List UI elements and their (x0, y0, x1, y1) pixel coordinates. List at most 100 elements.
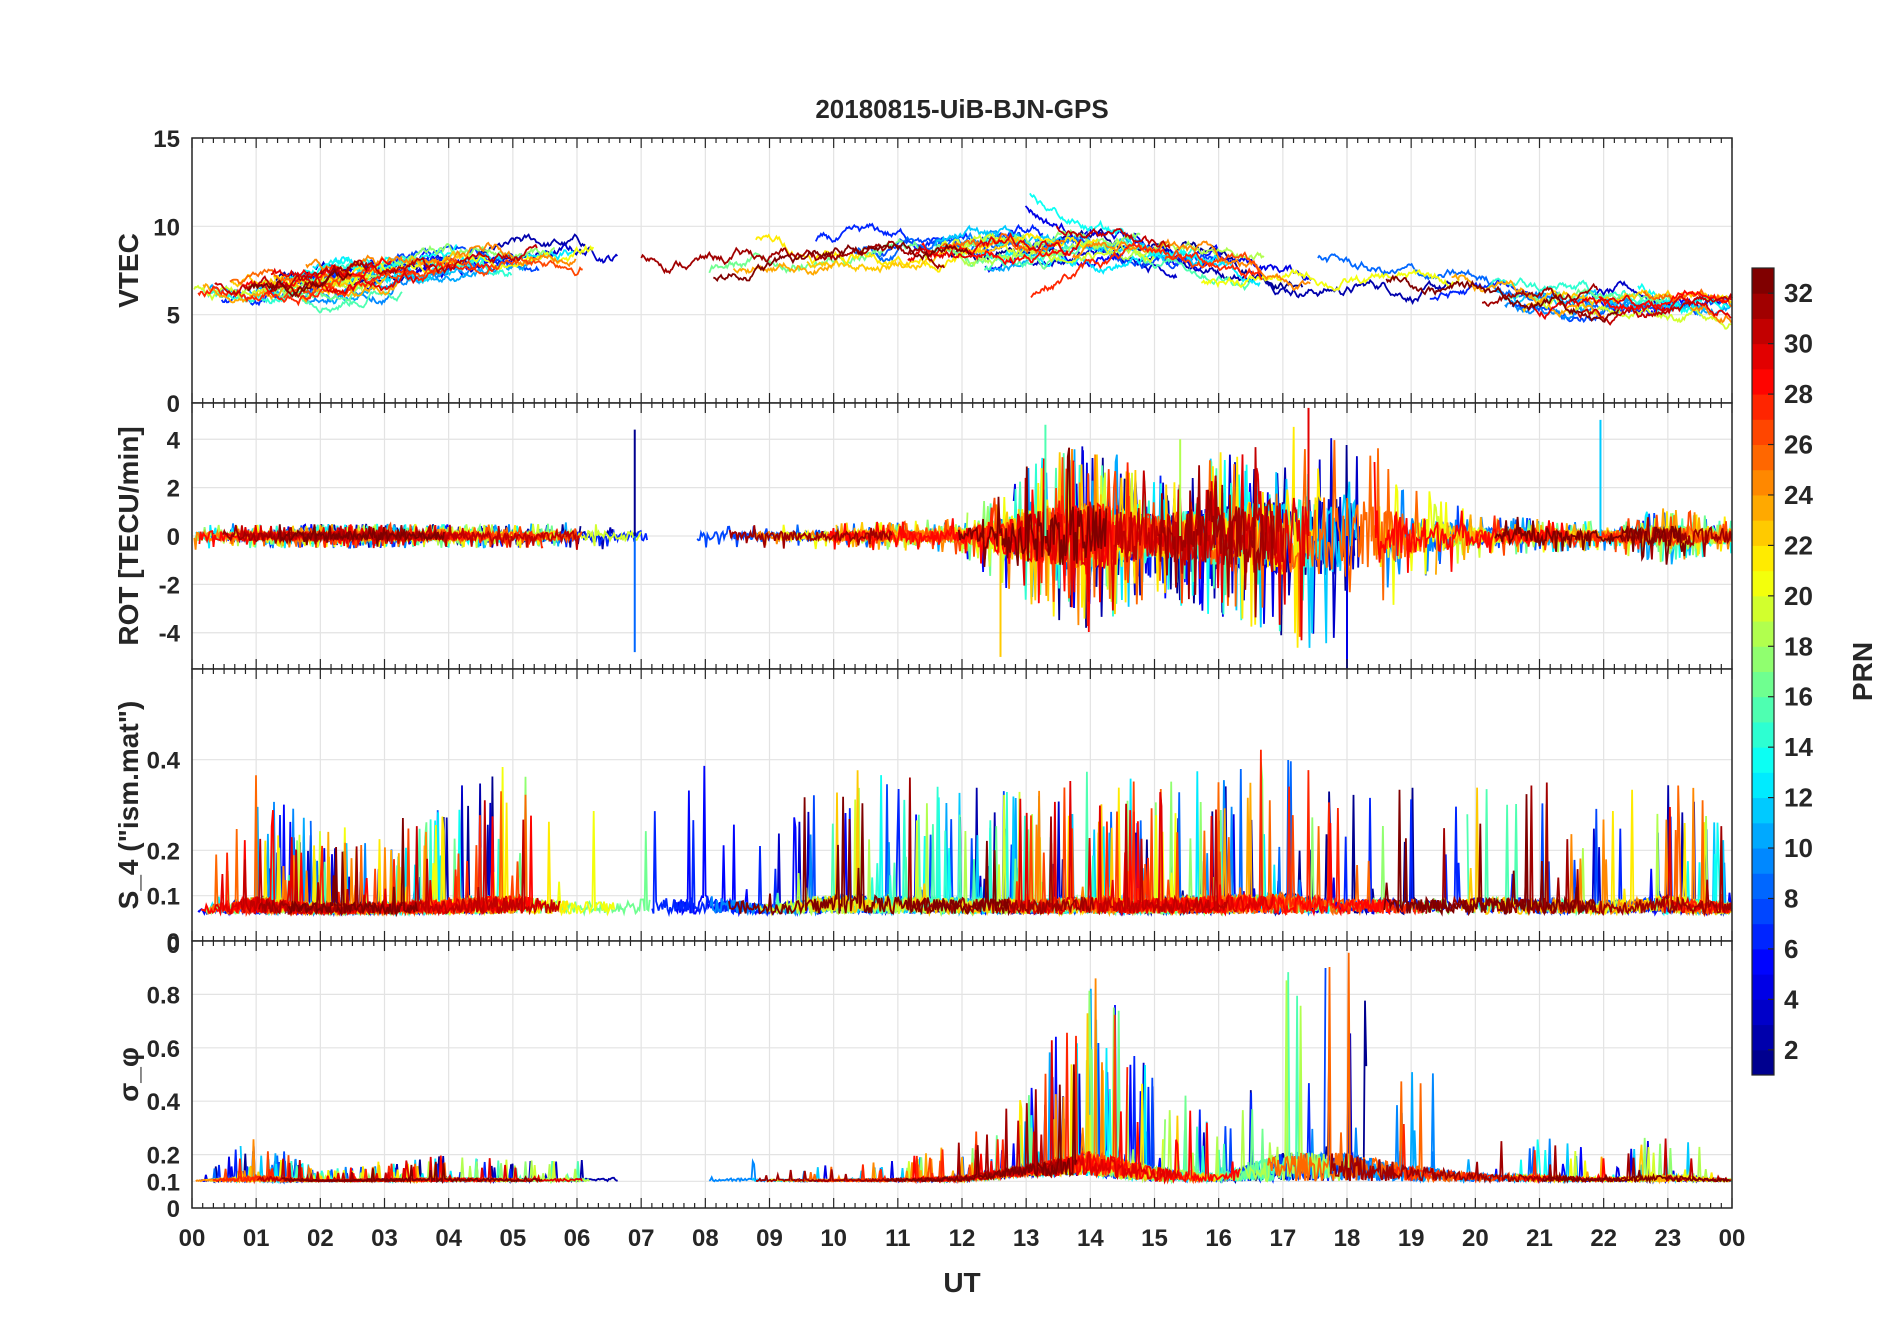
colorbar-bin (1752, 873, 1774, 899)
colorbar-tick-label: 10 (1784, 833, 1813, 863)
prn-trace (1383, 789, 1597, 917)
prn-trace (1481, 282, 1599, 308)
y-tick-label: 0 (167, 391, 180, 418)
colorbar-bin (1752, 621, 1774, 647)
colorbar-tick-label: 30 (1784, 329, 1813, 359)
colorbar-tick-label: 2 (1784, 1035, 1798, 1065)
prn-trace (201, 255, 513, 305)
colorbar-bin (1752, 419, 1774, 446)
x-tick-label: 00 (1719, 1225, 1746, 1252)
colorbar-tick-label: 28 (1784, 379, 1813, 409)
prn-trace (640, 240, 945, 275)
prn-trace (713, 241, 973, 282)
y-axis-label: ROT [TECU/min] (113, 426, 144, 645)
x-tick-label: 13 (1013, 1225, 1040, 1252)
x-tick-label: 19 (1398, 1225, 1425, 1252)
y-tick-label: 10 (153, 214, 180, 241)
x-tick-label: 03 (371, 1225, 398, 1252)
colorbar-bin (1752, 974, 1774, 1000)
y-axis-label: S_4 ("ism.mat") (113, 701, 144, 910)
colorbar-bin (1752, 368, 1774, 395)
colorbar-bin (1752, 923, 1774, 950)
y-tick-label: 0 (167, 524, 180, 551)
prn-trace (806, 236, 1033, 274)
x-tick-label: 23 (1654, 1225, 1681, 1252)
x-tick-label: 22 (1590, 1225, 1617, 1252)
colorbar-tick-label: 20 (1784, 581, 1813, 611)
prn-trace (277, 524, 445, 547)
prn-trace (281, 1161, 543, 1185)
colorbar-tick-label: 12 (1784, 783, 1813, 813)
x-tick-label: 07 (628, 1225, 655, 1252)
prn-trace (1577, 292, 1733, 326)
prn-trace (1637, 282, 1732, 315)
prn-trace (1385, 274, 1620, 323)
colorbar-tick-label: 24 (1784, 480, 1813, 510)
colorbar-bin (1752, 343, 1774, 370)
colorbar-bin (1752, 545, 1774, 572)
prn-trace (962, 246, 1261, 287)
prn-trace (247, 268, 353, 298)
y-tick-label: 0.1 (147, 1169, 180, 1196)
colorbar-bin (1752, 747, 1774, 773)
prn-trace (907, 232, 1082, 263)
panel-1: 0 5 10 15 VTEC (113, 126, 1733, 418)
x-tick-label: 15 (1141, 1225, 1168, 1252)
chart-title: 20180815-UiB-BJN-GPS (815, 94, 1108, 124)
colorbar-bin (1752, 1049, 1774, 1076)
prn-trace (1542, 1169, 1731, 1185)
y-tick-label: -2 (159, 572, 180, 599)
y-tick-label: 2 (167, 476, 180, 503)
prn-trace (941, 232, 1066, 255)
colorbar-tick-label: 4 (1784, 984, 1799, 1014)
y-tick-label: 0.2 (147, 1143, 180, 1170)
y-tick-label: 0.4 (147, 748, 181, 775)
prn-trace (1158, 465, 1275, 618)
prn-trace (1429, 277, 1535, 302)
y-tick-label: 4 (167, 427, 181, 454)
prn-trace (287, 817, 418, 918)
colorbar-tick-label: 6 (1784, 934, 1798, 964)
x-tick-label: 05 (499, 1225, 526, 1252)
x-tick-label: 02 (307, 1225, 334, 1252)
prn-trace (1072, 238, 1311, 292)
y-tick-label: 0 (167, 929, 180, 956)
y-tick-label-top: 0 (167, 932, 180, 959)
colorbar-tick-label: 8 (1784, 883, 1798, 913)
y-tick-label: -4 (159, 621, 181, 648)
colorbar-tick-label: 26 (1784, 430, 1813, 460)
colorbar-bin (1752, 646, 1774, 672)
prn-trace (729, 525, 893, 549)
colorbar-bin (1752, 1024, 1774, 1051)
panel-2: -4 -2 0 2 4 ROT [TECU/min] (113, 402, 1733, 670)
y-tick-label: 0.6 (147, 1036, 180, 1063)
prn-trace (1201, 267, 1460, 292)
x-tick-labels: 00 01 02 03 04 05 06 07 08 09 10 11 12 13 14 15 16 17 18 19… (179, 1225, 1746, 1252)
x-tick-label: 01 (243, 1225, 270, 1252)
colorbar-bin (1752, 394, 1774, 420)
colorbar-tick-label: 22 (1784, 530, 1813, 560)
prn-trace (755, 232, 1099, 273)
x-tick-label: 08 (692, 1225, 719, 1252)
panel-3: 0 0.1 0.2 0.4S_4 ("ism.mat") (113, 668, 1733, 956)
prn-trace (1598, 289, 1732, 312)
prn-trace (728, 796, 1011, 917)
x-tick-label: 12 (949, 1225, 976, 1252)
x-tick-label: 10 (820, 1225, 847, 1252)
prn-trace (1511, 298, 1732, 324)
colorbar-bin (1752, 671, 1774, 698)
x-tick-label: 21 (1526, 1225, 1553, 1252)
y-tick-label: 0.1 (147, 884, 180, 911)
prn-trace (238, 524, 580, 550)
y-tick-label: 0.2 (147, 838, 180, 865)
x-tick-label: 16 (1205, 1225, 1232, 1252)
data-traces (195, 952, 1733, 1185)
colorbar-bin (1752, 772, 1774, 799)
x-tick-label: 11 (885, 1225, 910, 1252)
colorbar-bin (1752, 444, 1774, 471)
panel-frame (191, 940, 1733, 1209)
prn-trace (270, 267, 418, 295)
colorbar-bin (1752, 570, 1774, 597)
